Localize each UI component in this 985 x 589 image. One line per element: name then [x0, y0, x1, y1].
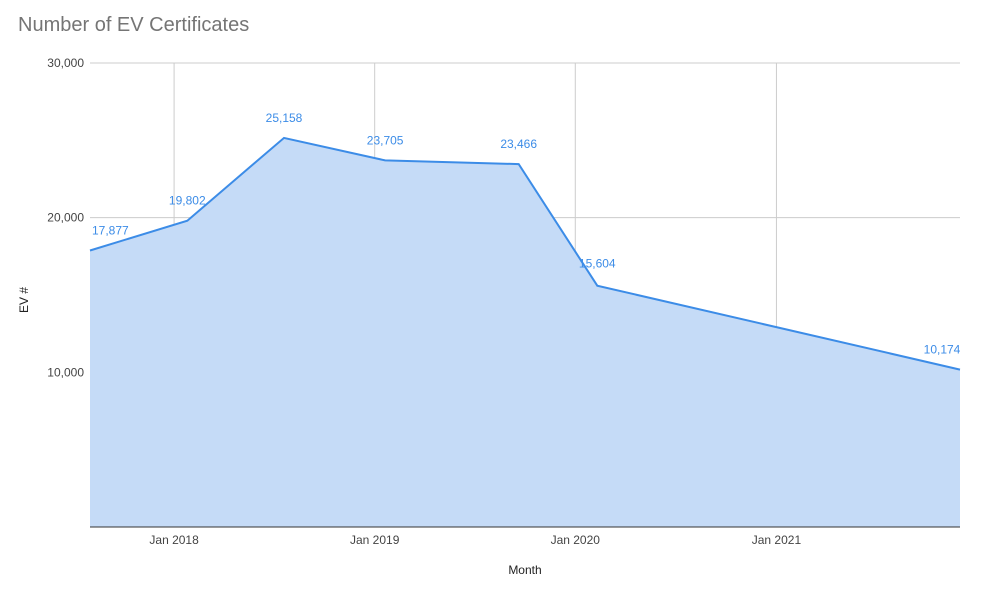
series-line: [89, 136, 961, 371]
y-tick-label: 30,000: [47, 56, 84, 70]
area-fill: [90, 137, 960, 527]
x-tick-label: Jan 2020: [551, 533, 601, 547]
x-tick-labels: Jan 2018 Jan 2019 Jan 2020 Jan 2021: [149, 533, 801, 547]
chart-title: Number of EV Certificates: [18, 14, 250, 36]
y-tick-label: 20,000: [47, 211, 84, 225]
data-label: 19,802: [169, 194, 206, 208]
x-tick-label: Jan 2018: [149, 533, 199, 547]
data-label: 15,604: [579, 257, 616, 271]
data-labels: 17,877 19,802 25,158 23,705 23,466 15,604 10,1…: [92, 111, 961, 357]
data-label: 17,877: [92, 224, 129, 238]
y-tick-labels: 10,000 20,000 30,000: [47, 56, 84, 379]
y-axis-title: EV #: [17, 287, 31, 313]
data-label: 23,466: [500, 137, 537, 151]
x-axis-title: Month: [508, 563, 541, 577]
x-tick-label: Jan 2019: [350, 533, 400, 547]
y-tick-label: 10,000: [47, 365, 84, 379]
data-label: 10,174: [924, 343, 961, 357]
data-label: 23,705: [367, 133, 404, 147]
x-tick-label: Jan 2021: [752, 533, 802, 547]
data-label: 25,158: [266, 111, 303, 125]
